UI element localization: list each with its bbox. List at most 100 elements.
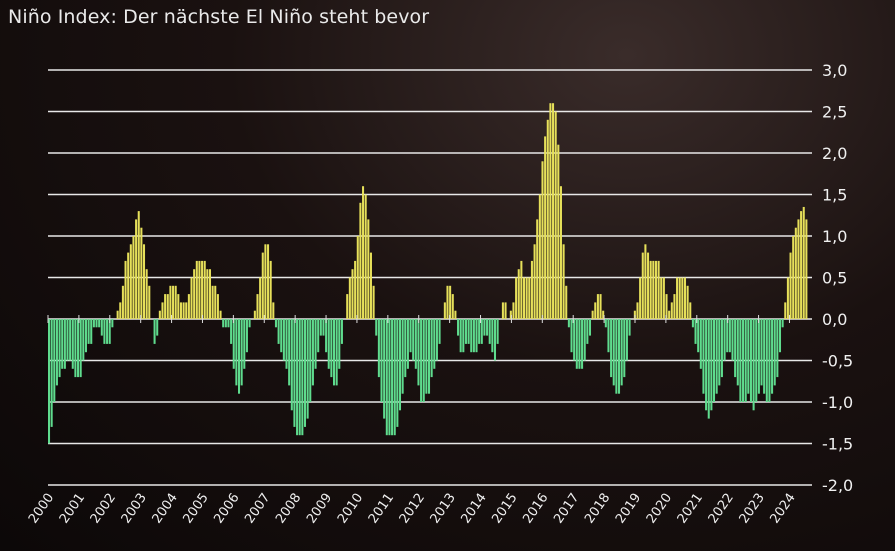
- bar: [504, 302, 507, 319]
- bar: [235, 319, 238, 386]
- bar: [760, 319, 763, 386]
- bar: [686, 285, 689, 319]
- bar: [232, 319, 235, 369]
- bar: [383, 319, 386, 419]
- bar: [169, 285, 172, 319]
- bar: [211, 285, 214, 319]
- bar: [293, 319, 296, 427]
- bar: [398, 319, 402, 411]
- bar: [422, 319, 425, 402]
- bar: [369, 252, 372, 319]
- bar: [261, 252, 264, 319]
- bar: [190, 277, 193, 319]
- bar: [776, 319, 779, 378]
- bar: [742, 319, 745, 402]
- bar: [618, 319, 621, 394]
- bar: [713, 319, 716, 402]
- bar: [451, 294, 454, 319]
- x-tick-label: 2020: [644, 491, 675, 527]
- bar: [457, 319, 460, 336]
- bar: [193, 269, 196, 319]
- bar: [805, 219, 808, 319]
- bar: [567, 319, 570, 328]
- bar: [385, 319, 388, 436]
- bar: [562, 244, 565, 319]
- bar: [528, 277, 531, 319]
- bar: [435, 319, 438, 361]
- bar: [486, 319, 489, 336]
- bar: [496, 319, 499, 344]
- y-axis-ticks: 3,0 2,5 2,0 1,5 1,0 0,5 0,0 -0,5 -1,0 -1,5 -2,0: [822, 61, 853, 495]
- bar: [794, 227, 797, 319]
- bar: [586, 319, 589, 344]
- bar: [683, 277, 687, 319]
- bar: [248, 319, 251, 328]
- bar: [493, 319, 497, 361]
- x-tick-label: 2007: [242, 491, 273, 527]
- bar: [103, 319, 106, 344]
- bar: [195, 260, 198, 319]
- bar: [583, 319, 586, 361]
- bar: [106, 319, 109, 344]
- bar: [554, 111, 557, 319]
- y-tick-label: 1,5: [822, 186, 847, 205]
- bar: [375, 319, 378, 336]
- x-tick-label: 2005: [180, 491, 211, 527]
- bar: [290, 319, 293, 411]
- bar: [536, 219, 539, 319]
- bar: [607, 319, 610, 353]
- bar: [227, 319, 230, 328]
- bar: [718, 319, 721, 386]
- bar: [509, 310, 512, 319]
- bar: [705, 319, 708, 411]
- bar: [364, 194, 367, 319]
- bar: [538, 194, 541, 319]
- bar: [786, 277, 789, 319]
- bar: [319, 319, 322, 336]
- bar: [699, 319, 702, 369]
- bar: [464, 319, 467, 344]
- bar: [575, 319, 578, 369]
- bar: [594, 302, 597, 319]
- bar: [596, 294, 599, 319]
- bar: [264, 244, 267, 319]
- bar: [691, 319, 694, 328]
- bar: [377, 319, 380, 378]
- bar: [301, 319, 304, 436]
- x-tick-label: 2024: [767, 491, 798, 527]
- bar: [174, 285, 177, 319]
- bar: [625, 319, 628, 361]
- bar: [77, 319, 80, 378]
- bar: [660, 277, 663, 319]
- bar: [623, 319, 626, 378]
- bar: [214, 285, 217, 319]
- bar: [256, 294, 259, 319]
- bar: [443, 302, 446, 319]
- bar: [132, 236, 135, 319]
- bar: [541, 161, 544, 319]
- bar: [158, 310, 161, 319]
- bar: [243, 319, 246, 369]
- bar: [354, 260, 357, 319]
- bar: [612, 319, 615, 386]
- bar: [768, 319, 771, 402]
- bar: [135, 219, 138, 319]
- bar: [736, 319, 739, 386]
- bar: [185, 302, 188, 319]
- bar: [391, 319, 394, 436]
- y-tick-label: -1,0: [822, 393, 853, 412]
- bar: [216, 294, 219, 319]
- bar: [314, 319, 317, 369]
- bar: [303, 319, 307, 427]
- bar: [253, 310, 256, 319]
- bar: [417, 319, 420, 386]
- bar: [644, 244, 647, 319]
- x-tick-label: 2002: [88, 491, 119, 527]
- bar: [636, 302, 639, 319]
- y-tick-label: 1,0: [822, 227, 847, 246]
- bar: [164, 294, 167, 319]
- bar: [523, 277, 526, 319]
- bar: [90, 319, 93, 344]
- bar: [245, 319, 248, 353]
